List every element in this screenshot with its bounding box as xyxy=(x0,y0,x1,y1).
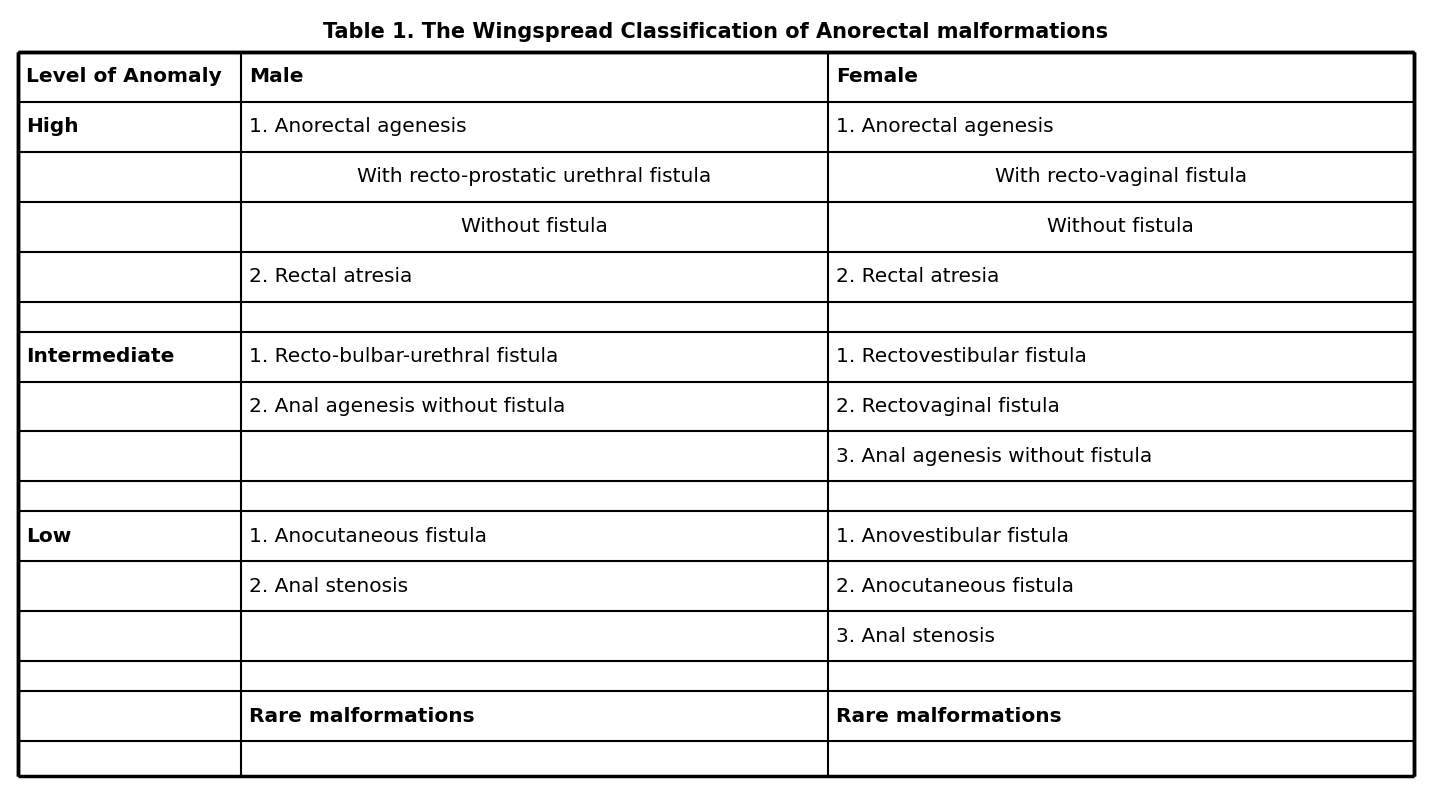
Text: Intermediate: Intermediate xyxy=(26,347,175,366)
Text: Without fistula: Without fistula xyxy=(461,217,609,236)
Text: With recto-prostatic urethral fistula: With recto-prostatic urethral fistula xyxy=(358,167,712,186)
Text: 1. Recto-bulbar-urethral fistula: 1. Recto-bulbar-urethral fistula xyxy=(249,347,558,366)
Text: Female: Female xyxy=(836,68,918,87)
Text: Level of Anomaly: Level of Anomaly xyxy=(26,68,222,87)
Text: 1. Anocutaneous fistula: 1. Anocutaneous fistula xyxy=(249,527,487,546)
Text: High: High xyxy=(26,117,79,136)
Text: 3. Anal agenesis without fistula: 3. Anal agenesis without fistula xyxy=(836,447,1151,466)
Text: Male: Male xyxy=(249,68,304,87)
Text: Without fistula: Without fistula xyxy=(1047,217,1194,236)
Text: 1. Anorectal agenesis: 1. Anorectal agenesis xyxy=(249,117,467,136)
Text: 1. Rectovestibular fistula: 1. Rectovestibular fistula xyxy=(836,347,1087,366)
Text: 2. Anal agenesis without fistula: 2. Anal agenesis without fistula xyxy=(249,397,566,416)
Text: 2. Rectal atresia: 2. Rectal atresia xyxy=(249,267,412,286)
Text: Low: Low xyxy=(26,527,72,546)
Text: 2. Rectal atresia: 2. Rectal atresia xyxy=(836,267,1000,286)
Text: 1. Anorectal agenesis: 1. Anorectal agenesis xyxy=(836,117,1054,136)
Text: Rare malformations: Rare malformations xyxy=(836,707,1061,726)
Text: 3. Anal stenosis: 3. Anal stenosis xyxy=(836,626,995,645)
Text: With recto-vaginal fistula: With recto-vaginal fistula xyxy=(995,167,1247,186)
Text: 2. Anocutaneous fistula: 2. Anocutaneous fistula xyxy=(836,577,1074,596)
Text: 2. Anal stenosis: 2. Anal stenosis xyxy=(249,577,408,596)
Text: 1. Anovestibular fistula: 1. Anovestibular fistula xyxy=(836,527,1068,546)
Text: 2. Rectovaginal fistula: 2. Rectovaginal fistula xyxy=(836,397,1060,416)
Text: Rare malformations: Rare malformations xyxy=(249,707,475,726)
Text: Table 1. The Wingspread Classification of Anorectal malformations: Table 1. The Wingspread Classification o… xyxy=(324,22,1108,42)
